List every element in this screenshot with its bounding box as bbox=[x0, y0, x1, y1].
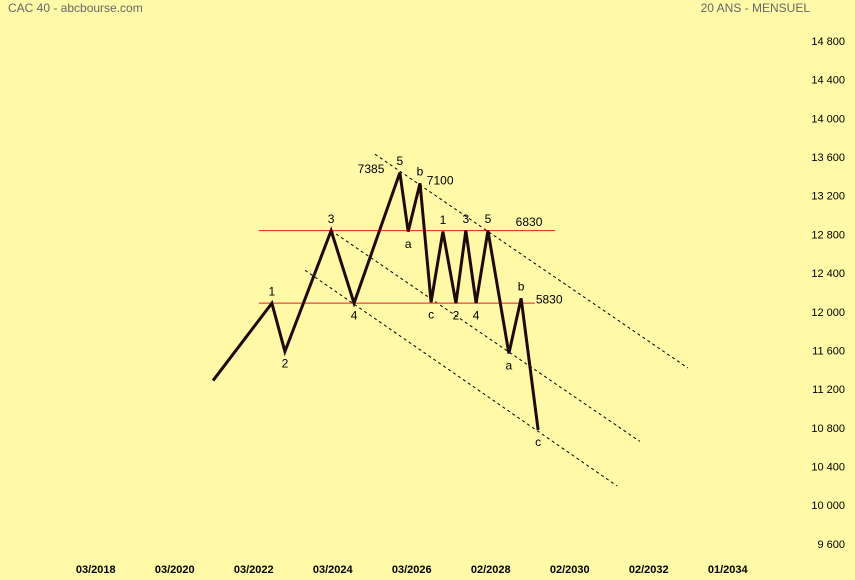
annotation: 7385 bbox=[358, 162, 385, 176]
wave-label: b bbox=[518, 280, 525, 294]
wave-label: 2 bbox=[453, 308, 460, 322]
y-tick-label: 14 000 bbox=[811, 113, 845, 125]
wave-label: 1 bbox=[269, 284, 276, 298]
wave-label: 5 bbox=[397, 154, 404, 168]
x-tick-label: 02/2032 bbox=[629, 564, 669, 576]
wave-label: 3 bbox=[462, 212, 469, 226]
wave-label: 3 bbox=[328, 212, 335, 226]
y-tick-label: 13 200 bbox=[811, 191, 845, 203]
wave-label: 2 bbox=[282, 357, 289, 371]
x-tick-label: 02/2028 bbox=[471, 564, 511, 576]
y-tick-label: 9 600 bbox=[817, 539, 845, 551]
y-tick-label: 10 400 bbox=[811, 462, 845, 474]
y-tick-label: 11 200 bbox=[812, 384, 845, 396]
x-tick-label: 03/2026 bbox=[392, 564, 432, 576]
chart-title: CAC 40 - abcbourse.com bbox=[8, 1, 143, 15]
annotation: 7100 bbox=[427, 173, 454, 187]
y-tick-label: 12 000 bbox=[811, 307, 845, 319]
y-tick-label: 10 800 bbox=[811, 423, 845, 435]
x-tick-label: 02/2030 bbox=[550, 564, 590, 576]
channel-line bbox=[330, 230, 641, 442]
y-tick-label: 13 600 bbox=[811, 152, 845, 164]
x-tick-label: 01/2034 bbox=[708, 564, 749, 576]
wave-label: a bbox=[506, 359, 513, 373]
y-tick-label: 12 800 bbox=[811, 229, 845, 241]
y-tick-label: 12 400 bbox=[811, 268, 845, 280]
annotation: 6830 bbox=[516, 215, 543, 229]
wave-label: 1 bbox=[440, 213, 447, 227]
y-tick-label: 14 800 bbox=[811, 36, 845, 48]
wave-label: a bbox=[405, 237, 412, 251]
chart-subtitle: 20 ANS - MENSUEL bbox=[701, 1, 811, 15]
wave-label: b bbox=[417, 164, 424, 178]
x-tick-label: 03/2020 bbox=[155, 564, 195, 576]
x-tick-label: 03/2022 bbox=[234, 564, 274, 576]
wave-label: 4 bbox=[473, 308, 480, 322]
wave-label: c bbox=[428, 307, 434, 321]
y-tick-label: 10 000 bbox=[811, 500, 845, 512]
x-tick-label: 03/2018 bbox=[76, 564, 116, 576]
wave-label: 5 bbox=[485, 212, 492, 226]
wave-label: c bbox=[535, 435, 541, 449]
y-tick-label: 11 600 bbox=[812, 345, 845, 357]
annotation: 5830 bbox=[536, 292, 563, 306]
price-line bbox=[211, 172, 540, 431]
y-tick-label: 14 400 bbox=[811, 75, 845, 87]
x-tick-label: 03/2024 bbox=[313, 564, 354, 576]
wave-label: 4 bbox=[351, 308, 358, 322]
